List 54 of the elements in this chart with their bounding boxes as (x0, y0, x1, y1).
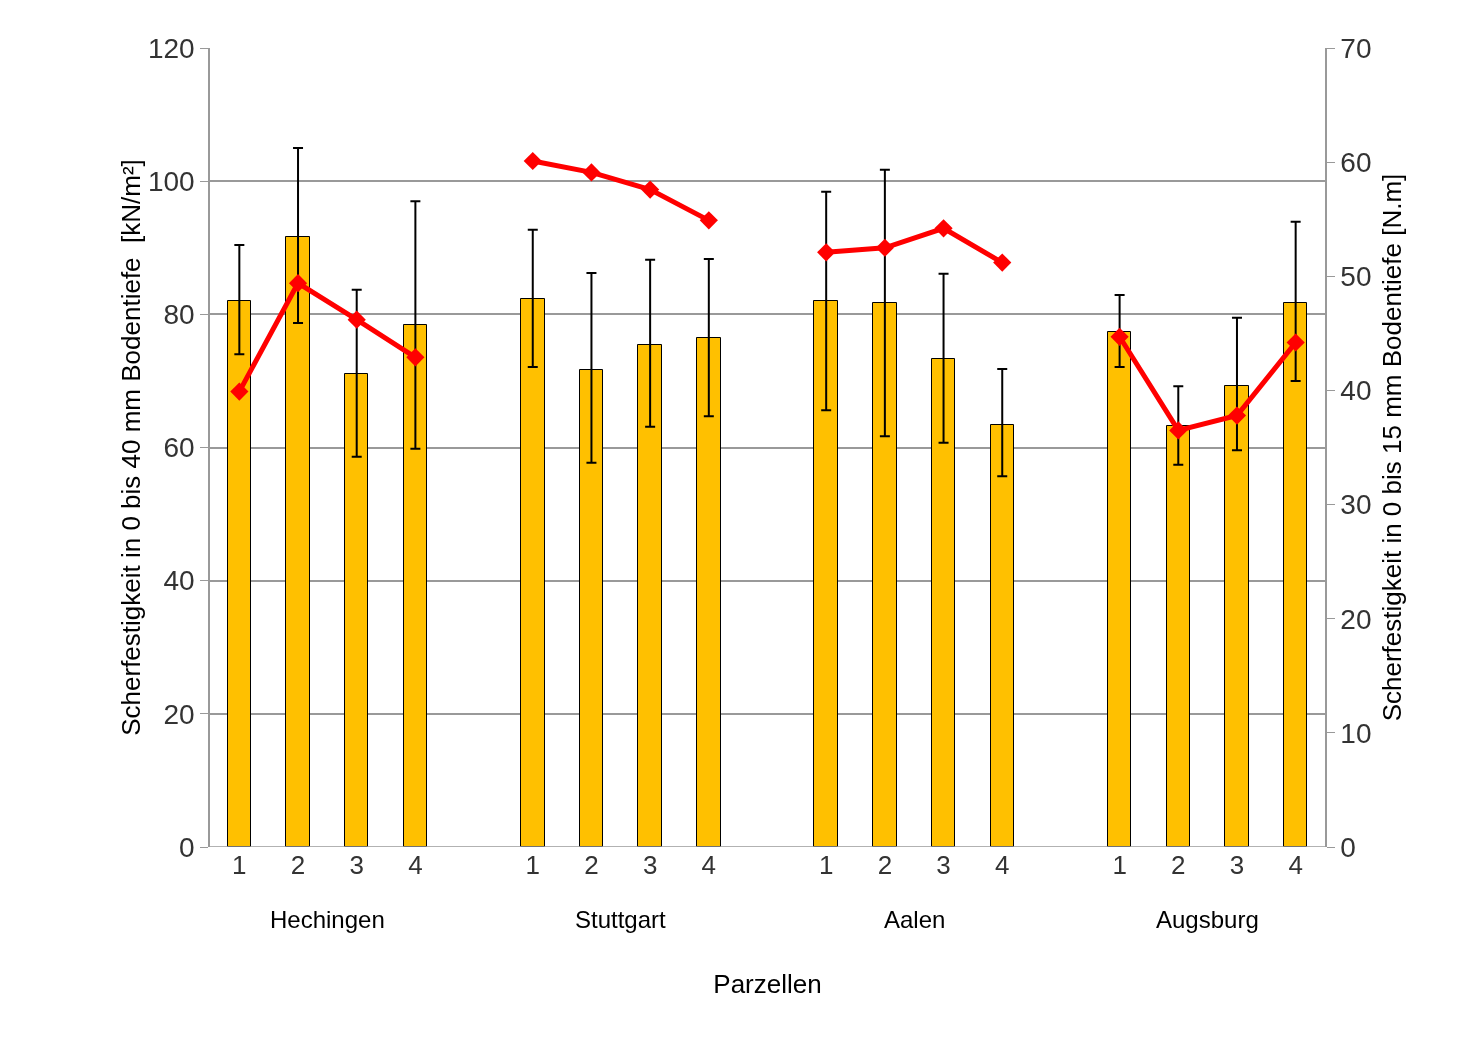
x-tick-label: 2 (877, 850, 893, 880)
y-tick-label: 100 (147, 165, 195, 197)
x-tick-label: 3 (349, 850, 364, 880)
x-tick-label: 4 (408, 850, 423, 880)
x-tick-label: 3 (642, 850, 658, 880)
x-tick-label: 4 (701, 850, 717, 880)
point (641, 180, 660, 199)
y2-tick-label: 70 (1340, 32, 1372, 64)
y-tick-label: 80 (163, 299, 195, 331)
y2-tick-label: 50 (1340, 261, 1372, 293)
point (934, 219, 953, 238)
y2-tick-label: 20 (1340, 603, 1372, 635)
point (817, 243, 836, 262)
y2-axis-title: Scherfestigkeit in 0 bis 15 mm Bodentiefe [N.m] (1376, 173, 1407, 722)
point (993, 253, 1012, 272)
y2-tick-label: 60 (1340, 146, 1372, 178)
point (406, 348, 425, 367)
x-tick-label: 1 (1112, 850, 1127, 880)
y-tick-label: 60 (163, 432, 195, 464)
point (1286, 333, 1305, 352)
x-tick-label: 1 (232, 850, 247, 880)
x-tick-label: 4 (1288, 850, 1303, 880)
point (582, 163, 601, 182)
point (875, 238, 894, 257)
text: Hechingen (270, 906, 385, 933)
y2-tick-label: 0 (1340, 831, 1356, 863)
point (230, 382, 249, 401)
y-tick-label: 20 (163, 698, 195, 730)
y-axis-title: Scherfestigkeit in 0 bis 40 mm Bodentiefe [kN/m²] (115, 159, 146, 736)
point (1169, 421, 1188, 440)
x-tick-label: 2 (1171, 850, 1186, 880)
x-tick-label: 2 (290, 850, 306, 880)
point (1227, 406, 1247, 425)
x-tick-label: 2 (584, 850, 599, 880)
y2-tick-label: 10 (1340, 717, 1372, 749)
text: Aalen (884, 906, 946, 933)
y2-tick-label: 40 (1340, 375, 1372, 407)
text: Stuttgart (575, 906, 667, 933)
point (699, 211, 718, 230)
y-tick-label: 120 (147, 32, 195, 64)
y2-tick-label: 30 (1340, 489, 1372, 521)
point (1110, 327, 1129, 346)
text: Augsburg (1156, 906, 1259, 933)
point (523, 151, 542, 171)
point (288, 274, 308, 293)
y-tick-label: 40 (163, 565, 195, 597)
x-tick-label: 3 (936, 850, 951, 880)
x-tick-label: 1 (525, 850, 540, 880)
y-tick-label: 0 (179, 831, 195, 863)
x-tick-label: 3 (1229, 850, 1245, 880)
point (347, 310, 366, 329)
x-tick-label: 4 (995, 850, 1010, 880)
x-axis-title: Parzellen (713, 968, 822, 999)
x-tick-label: 1 (818, 850, 834, 880)
